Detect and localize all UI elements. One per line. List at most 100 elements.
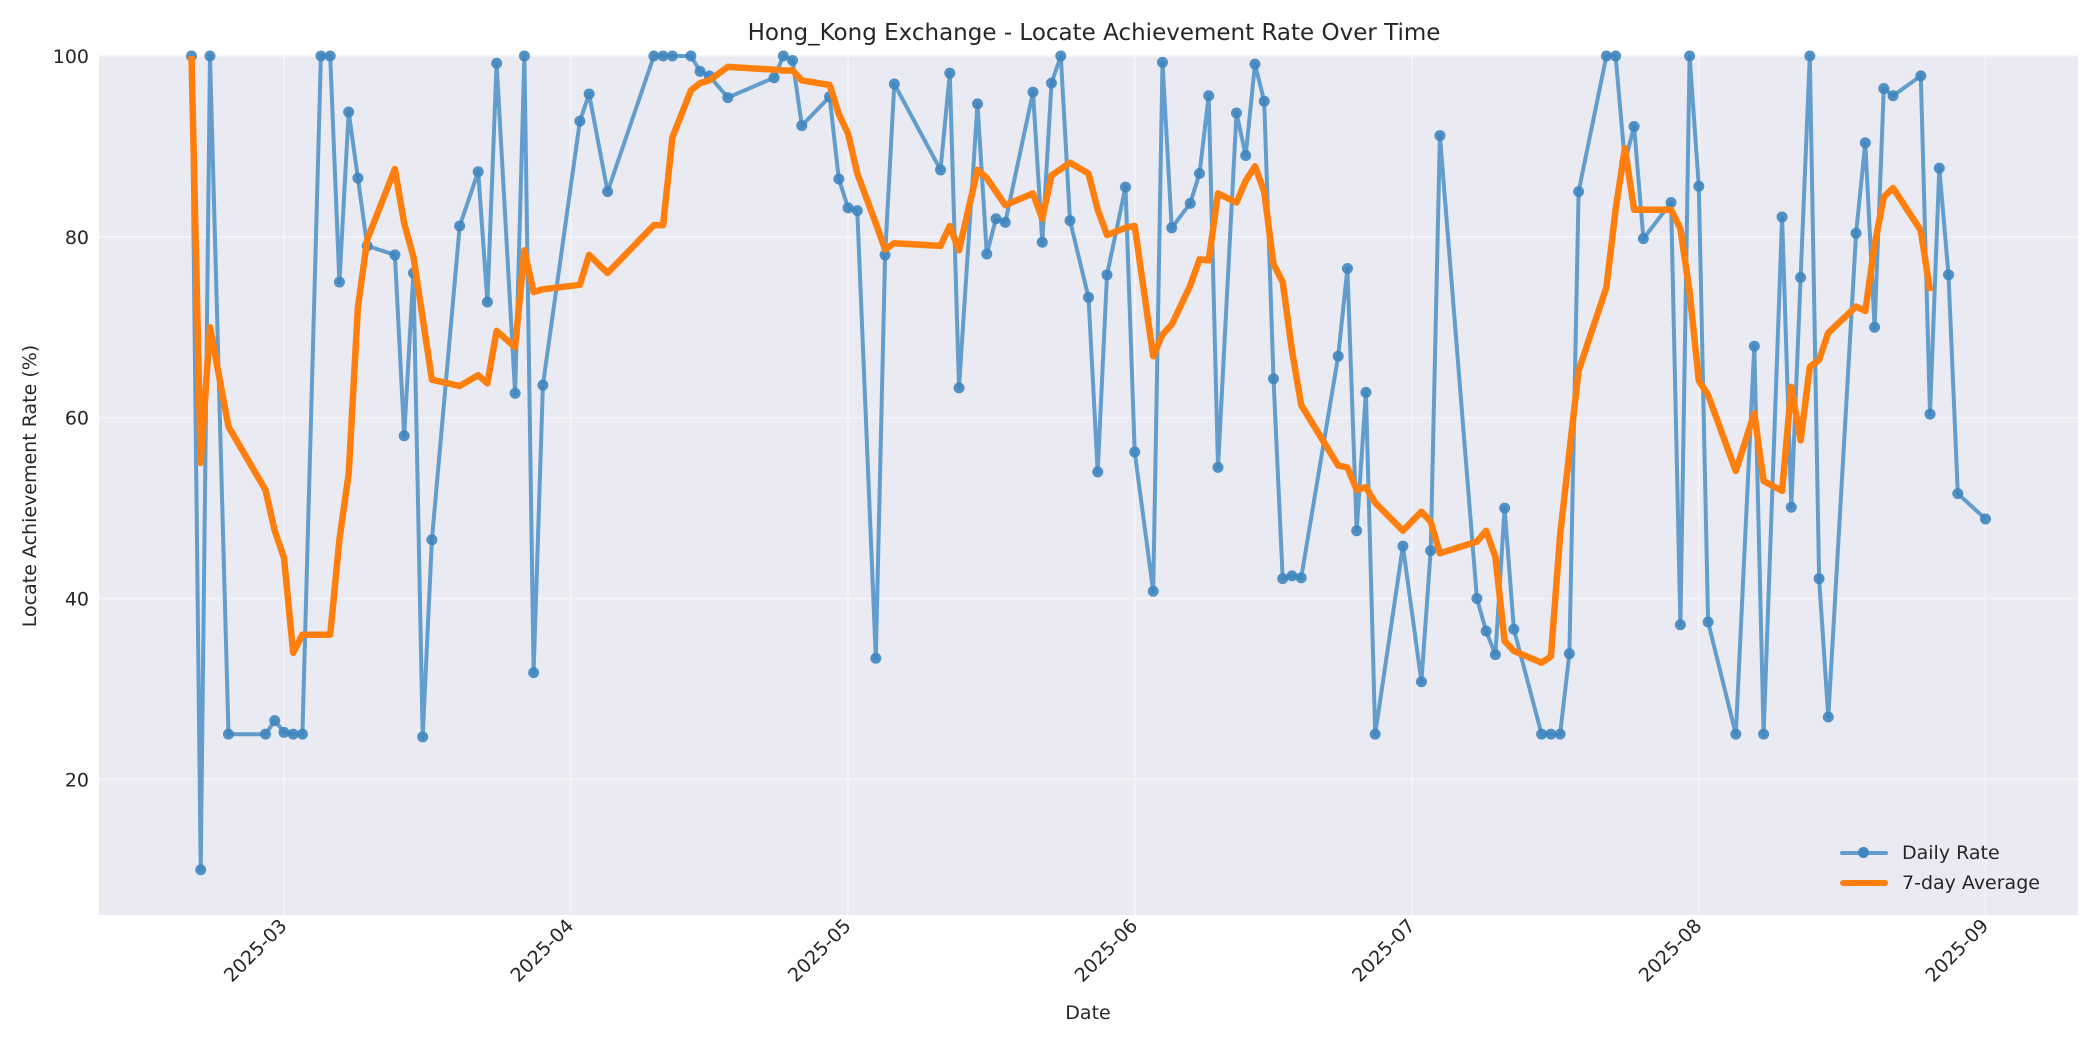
daily-rate-point [1748,340,1760,352]
daily-rate-point [454,220,466,232]
daily-rate-point [1489,649,1501,661]
daily-rate-line-marker-icon [1840,843,1888,863]
daily-rate-point [1203,90,1215,102]
daily-rate-point [1267,373,1279,385]
daily-rate-point [694,65,706,77]
daily-rate-point [1027,86,1039,98]
daily-rate-point [528,667,540,679]
daily-rate-point [1425,545,1437,557]
data-series [185,0,2000,876]
daily-rate-point [1360,386,1372,398]
daily-rate-point [1508,623,1520,635]
y-tick-label: 100 [53,46,89,68]
daily-rate-point [472,166,484,178]
y-tick-label: 80 [65,227,89,249]
daily-rate-point [1878,83,1890,95]
daily-rate-point [1064,215,1076,227]
daily-rate-point [1822,711,1834,723]
daily-rate-point [537,379,549,391]
daily-rate-point [796,120,808,132]
average-line-icon [1840,873,1888,893]
daily-rate-point [1554,728,1566,740]
daily-rate-point [1989,0,2000,6]
daily-rate-point [333,276,345,288]
daily-rate-point [1785,501,1797,513]
daily-rate-point [685,50,697,62]
daily-rate-point [491,57,503,69]
daily-rate-point [888,78,900,90]
daily-rate-point [1637,233,1649,245]
daily-rate-point [1943,269,1955,281]
daily-rate-point [1933,162,1945,174]
daily-rate-point [481,296,493,308]
daily-rate-point [602,186,614,198]
daily-rate-point [1915,70,1927,82]
daily-rate-point [1258,95,1270,107]
daily-rate-point [389,249,401,261]
daily-rate-point [1083,291,1094,303]
daily-rate-point [1573,186,1585,198]
daily-rate-point [195,864,207,876]
daily-rate-point [879,249,891,261]
daily-rate-point [1628,121,1640,133]
daily-rate-point [1684,50,1696,62]
daily-rate-point [1415,676,1427,688]
daily-rate-point [1351,525,1363,537]
daily-rate-point [1610,50,1622,62]
daily-rate-point [204,50,216,62]
daily-rate-point [1980,513,1992,525]
daily-rate-point [1332,350,1344,362]
daily-rate-point [1230,107,1242,119]
daily-rate-point [574,115,586,127]
daily-rate-point [648,50,660,62]
daily-rate-point [296,728,308,740]
daily-rate-point [842,202,854,214]
legend: Daily Rate 7-day Average [1840,838,2040,898]
x-axis-label: Date [1065,1002,1111,1024]
x-tick-label: 2025-04 [506,915,578,987]
daily-rate-point [981,248,993,260]
daily-rate-point [1536,728,1548,740]
daily-rate-line [189,54,1987,872]
daily-rate-point [944,67,956,79]
daily-rate-point [1545,728,1557,740]
daily-rate-point [870,652,882,664]
daily-rate-point [287,728,299,740]
daily-rate-point [1730,728,1742,740]
y-tick-label: 20 [65,769,89,791]
legend-item-daily-rate: Daily Rate [1840,838,2040,868]
x-tick-label: 2025-06 [1071,915,1143,987]
daily-rate-point [315,50,327,62]
chart-title: Hong_Kong Exchange - Locate Achievement … [747,20,1441,46]
daily-rate-point [1758,728,1770,740]
daily-rate-point [1193,168,1205,180]
daily-rate-point [1295,572,1307,584]
y-tick-label: 60 [65,408,89,430]
daily-rate-point [1674,619,1686,631]
daily-rate-point [953,382,965,394]
daily-rate-point [1795,272,1807,284]
daily-rate-point [352,172,364,184]
daily-rate-point [1563,648,1575,660]
seven-day-average-line [188,55,1934,666]
daily-rate-point [722,92,734,104]
daily-rate-point [666,50,678,62]
daily-rate-point [777,50,789,62]
daily-rate-point [935,164,947,176]
daily-rate-point [1480,625,1492,637]
daily-rate-point [1434,130,1446,142]
daily-rate-point [1277,573,1289,585]
daily-rate-point [259,728,271,740]
daily-rate-point [657,50,669,62]
x-tick-label: 2025-09 [1921,915,1993,987]
daily-rate-point [417,731,429,743]
x-tick-label: 2025-03 [220,915,292,987]
daily-rate-point [222,728,234,740]
daily-rate-point [426,534,438,546]
x-tick-label: 2025-07 [1348,915,1420,987]
daily-rate-point [972,98,984,110]
daily-rate-point [1249,58,1261,70]
daily-rate-point [343,106,355,118]
daily-rate-point [1147,585,1159,597]
